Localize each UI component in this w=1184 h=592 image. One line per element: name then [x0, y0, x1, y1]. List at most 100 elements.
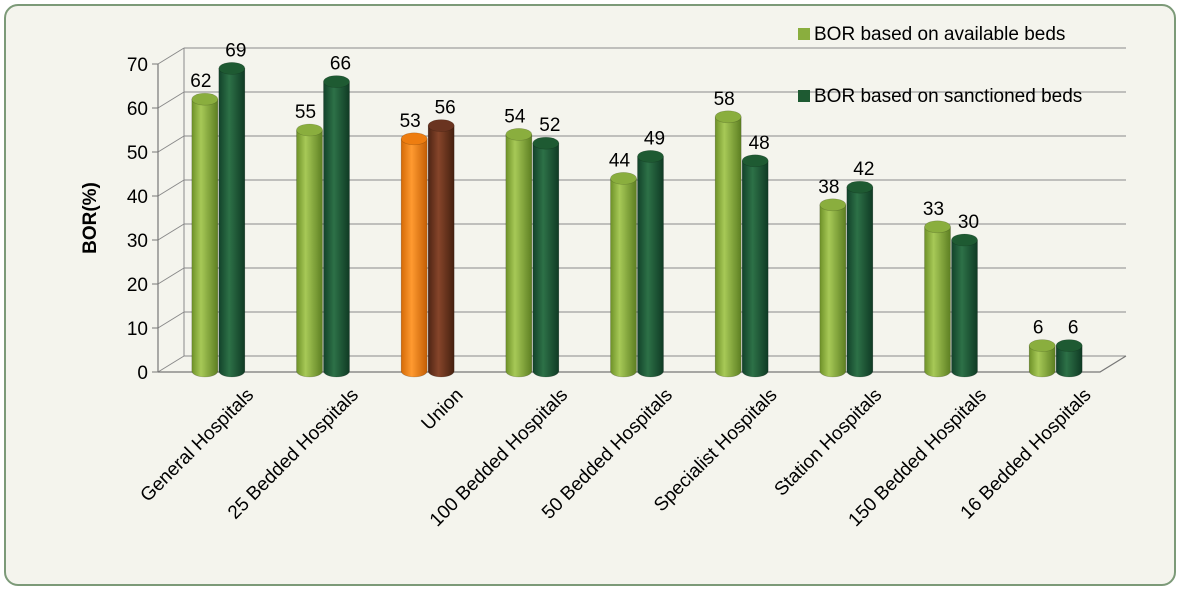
bar-available — [610, 172, 637, 378]
bar-cap — [951, 233, 978, 247]
bar-body — [191, 98, 219, 378]
bar-cap — [1055, 339, 1083, 352]
bar-available — [296, 123, 323, 378]
gridline-depth — [157, 91, 185, 109]
legend-swatch — [798, 90, 810, 102]
bar-available — [505, 128, 533, 378]
bar-body — [296, 129, 323, 378]
legend-swatch — [798, 28, 810, 40]
y-tick-label: 50 — [127, 143, 148, 164]
bar-cap — [741, 154, 769, 168]
data-label: 6 — [1068, 318, 1079, 339]
bar-body — [1028, 345, 1056, 378]
data-label: 49 — [644, 128, 665, 149]
bar-body — [924, 226, 951, 378]
bar-body — [1055, 345, 1083, 378]
legend: BOR based on available beds BOR based on … — [798, 24, 1082, 107]
bar-body — [427, 125, 455, 378]
y-tick-label: 0 — [137, 363, 148, 384]
bar-cap — [714, 110, 742, 124]
bar-body — [323, 81, 350, 378]
bar-available — [924, 220, 951, 378]
gridline-depth — [157, 355, 185, 373]
bar-body — [400, 138, 428, 378]
data-label: 66 — [330, 54, 351, 75]
y-tick-label: 40 — [127, 187, 148, 208]
category-label: Union — [418, 385, 468, 435]
bar-cap — [532, 136, 560, 150]
bar-available — [819, 198, 847, 378]
gridline-depth — [157, 267, 185, 285]
legend-label: BOR based on sanctioned beds — [814, 86, 1082, 107]
y-tick-label: 70 — [127, 55, 148, 76]
bar-cap — [400, 132, 428, 146]
bar-sanctioned — [427, 119, 455, 378]
bar-cap — [1028, 339, 1056, 352]
bar-sanctioned — [532, 136, 560, 378]
bar-available — [1028, 339, 1056, 378]
data-label: 33 — [923, 199, 944, 220]
legend-item: BOR based on available beds — [798, 24, 1065, 45]
bar-available — [400, 132, 428, 378]
gridline-depth — [157, 47, 185, 65]
bar-sanctioned — [218, 62, 246, 378]
bar-sanctioned — [741, 154, 769, 378]
bar-sanctioned — [323, 75, 350, 378]
bar-cap — [924, 220, 951, 234]
bar-sanctioned — [1055, 339, 1083, 378]
data-label: 62 — [190, 71, 211, 92]
bar-body — [610, 178, 637, 378]
bar-cap — [323, 75, 350, 88]
bar-cap — [846, 180, 874, 194]
bar-cap — [296, 123, 323, 137]
bar-body — [637, 156, 664, 378]
bar-sanctioned — [637, 150, 664, 378]
bar-cap — [819, 198, 847, 212]
data-label: 38 — [818, 177, 839, 198]
data-label: 42 — [853, 159, 874, 180]
bar-body — [846, 186, 874, 378]
category-label: General Hospitals — [137, 385, 259, 507]
data-label: 56 — [435, 98, 456, 119]
y-tick-label: 20 — [127, 275, 148, 296]
data-label: 58 — [714, 89, 735, 110]
bar-cap — [191, 92, 219, 106]
bar-available — [191, 92, 219, 378]
legend-label: BOR based on available beds — [814, 24, 1065, 45]
data-label: 48 — [749, 133, 770, 154]
bar-sanctioned — [846, 180, 874, 378]
bar-body — [714, 116, 742, 378]
bar-body — [819, 204, 847, 378]
legend-item: BOR based on sanctioned beds — [798, 86, 1082, 107]
bar-cap — [637, 150, 664, 163]
axes: 0 10 20 30 40 50 60 70 — [127, 48, 1127, 384]
bar-available — [714, 110, 742, 378]
bar-body — [505, 134, 533, 378]
bar-body — [951, 239, 978, 378]
data-label: 53 — [400, 111, 421, 132]
y-tick-label: 60 — [127, 99, 148, 120]
gridline-depth — [157, 179, 185, 197]
bar-body — [218, 68, 246, 378]
bar-body — [532, 142, 560, 378]
y-axis-title: BOR(%) — [80, 182, 101, 254]
data-label: 54 — [504, 106, 526, 127]
data-label: 69 — [225, 40, 246, 61]
bar-cap — [505, 128, 533, 141]
category-label: Station Hospitals — [771, 385, 887, 501]
bars — [191, 62, 1083, 378]
data-label: 55 — [295, 102, 316, 123]
data-label: 30 — [958, 212, 979, 233]
gridline-depth — [157, 135, 185, 153]
y-tick-label: 10 — [127, 319, 148, 340]
bar-sanctioned — [951, 233, 978, 378]
bar-cap — [427, 119, 455, 132]
bar-cap — [218, 62, 246, 75]
gridline-depth — [157, 223, 185, 241]
y-tick-label: 30 — [127, 231, 148, 252]
data-label: 52 — [539, 115, 560, 136]
data-label: 6 — [1033, 318, 1044, 339]
